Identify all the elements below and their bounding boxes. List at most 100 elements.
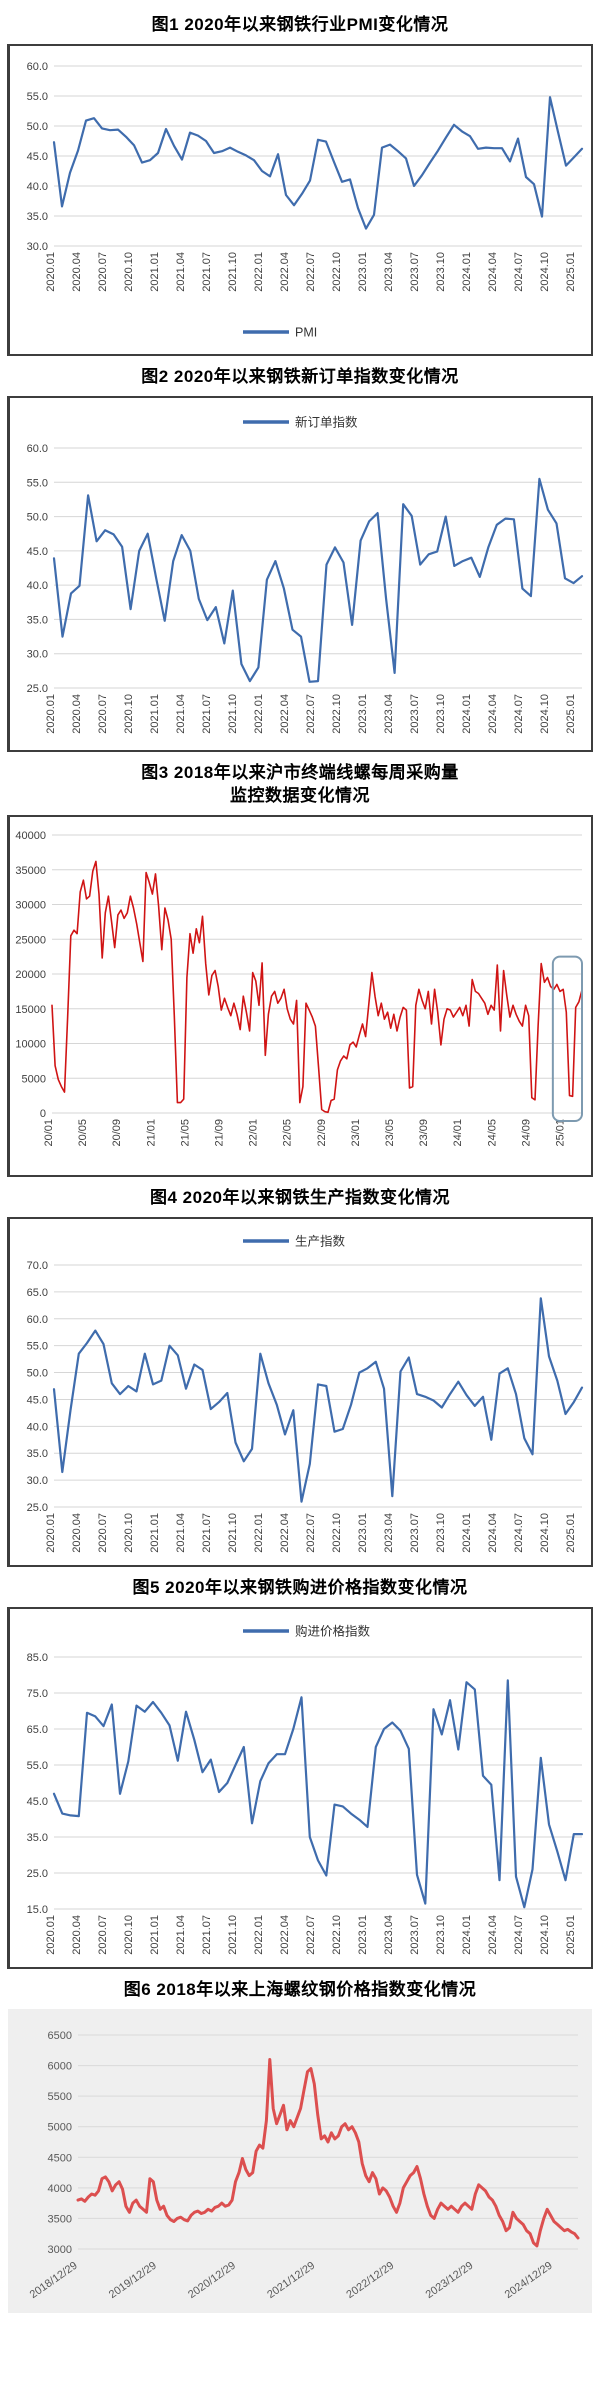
svg-text:2023.04: 2023.04 xyxy=(383,1915,395,1955)
figure-5: 图5 2020年以来钢铁购进价格指数变化情况 85.0 75.0 65.0 55.0 4… xyxy=(0,1577,600,1969)
svg-text:2020.07: 2020.07 xyxy=(97,694,109,734)
svg-text:2020.04: 2020.04 xyxy=(71,1513,83,1553)
svg-text:5000: 5000 xyxy=(48,2121,72,2133)
svg-text:2023.04: 2023.04 xyxy=(383,694,395,734)
svg-text:2020.01: 2020.01 xyxy=(45,1915,57,1955)
svg-text:2022.07: 2022.07 xyxy=(305,1513,317,1553)
svg-text:21/09: 21/09 xyxy=(213,1119,225,1147)
svg-text:2023.07: 2023.07 xyxy=(409,694,421,734)
svg-text:2020.07: 2020.07 xyxy=(97,1513,109,1553)
svg-text:45.0: 45.0 xyxy=(27,151,48,163)
svg-text:2024.01: 2024.01 xyxy=(461,252,473,292)
svg-text:2022/12/29: 2022/12/29 xyxy=(344,2259,396,2300)
svg-text:65.0: 65.0 xyxy=(27,1724,48,1736)
svg-text:2021.10: 2021.10 xyxy=(227,694,239,734)
svg-text:PMI: PMI xyxy=(295,325,317,339)
svg-text:2021.01: 2021.01 xyxy=(149,694,161,734)
svg-text:2023.04: 2023.04 xyxy=(383,252,395,292)
svg-text:2021.07: 2021.07 xyxy=(201,1513,213,1553)
svg-text:2021.07: 2021.07 xyxy=(201,252,213,292)
svg-text:22/09: 22/09 xyxy=(316,1119,328,1147)
svg-text:70.0: 70.0 xyxy=(27,1260,48,1272)
svg-text:2021.07: 2021.07 xyxy=(201,1915,213,1955)
svg-text:30.0: 30.0 xyxy=(27,241,48,253)
svg-text:2022.10: 2022.10 xyxy=(331,252,343,292)
svg-text:25.0: 25.0 xyxy=(27,1502,48,1514)
svg-text:20/09: 20/09 xyxy=(111,1119,123,1147)
svg-text:2023.01: 2023.01 xyxy=(357,1513,369,1553)
figure-5-chart-panel: 85.0 75.0 65.0 55.0 45.0 35.0 25.0 15.0 2020.01 2… xyxy=(7,1606,593,1969)
figure-4-production-index-line-chart: 70.0 65.0 60.0 55.0 50.0 45.0 40.0 35.0 30.0 25.0… xyxy=(27,1233,584,1553)
svg-text:45.0: 45.0 xyxy=(27,1394,48,1406)
svg-text:2022.01: 2022.01 xyxy=(253,1513,265,1553)
steel-industry-report-charts: 图1 2020年以来钢铁行业PMI变化情况 60.0 55.0 50.0 45.0 40… xyxy=(0,15,600,2313)
svg-text:2021/12/29: 2021/12/29 xyxy=(265,2259,317,2300)
svg-text:2020.01: 2020.01 xyxy=(45,252,57,292)
svg-text:2021.04: 2021.04 xyxy=(175,252,187,292)
svg-text:2023.07: 2023.07 xyxy=(409,1915,421,1955)
svg-text:2024.07: 2024.07 xyxy=(513,252,525,292)
svg-text:75.0: 75.0 xyxy=(27,1688,48,1700)
svg-text:2022.04: 2022.04 xyxy=(279,1915,291,1955)
svg-text:2020.10: 2020.10 xyxy=(123,694,135,734)
svg-text:6500: 6500 xyxy=(48,2030,72,2042)
svg-text:2020.10: 2020.10 xyxy=(123,1513,135,1553)
svg-text:2024.04: 2024.04 xyxy=(487,252,499,292)
svg-text:35.0: 35.0 xyxy=(27,1832,48,1844)
svg-text:55.0: 55.0 xyxy=(27,477,48,489)
svg-text:23/09: 23/09 xyxy=(418,1119,430,1147)
svg-text:2020.04: 2020.04 xyxy=(71,1915,83,1955)
svg-text:50.0: 50.0 xyxy=(27,121,48,133)
svg-text:2020.04: 2020.04 xyxy=(71,694,83,734)
svg-text:2024.01: 2024.01 xyxy=(461,1915,473,1955)
figure-2-chart-panel: 60.0 55.0 50.0 45.0 40.0 35.0 30.0 25.0 2020.01 2… xyxy=(7,395,593,752)
svg-text:2023.10: 2023.10 xyxy=(435,1915,447,1955)
figure-6-chart-panel: 6500 6000 5500 5000 4500 4000 3500 3000 2018/12/… xyxy=(8,2008,592,2313)
svg-text:30000: 30000 xyxy=(15,899,46,911)
svg-text:85.0: 85.0 xyxy=(27,1652,48,1664)
svg-text:23/05: 23/05 xyxy=(384,1119,396,1147)
svg-text:2024.07: 2024.07 xyxy=(513,694,525,734)
svg-text:24/05: 24/05 xyxy=(486,1119,498,1147)
svg-text:2023.01: 2023.01 xyxy=(357,694,369,734)
svg-text:2024.10: 2024.10 xyxy=(539,1915,551,1955)
svg-text:2020.04: 2020.04 xyxy=(71,252,83,292)
figure-6-title: 图6 2018年以来上海螺纹钢价格指数变化情况 xyxy=(123,1979,477,1999)
svg-text:30.0: 30.0 xyxy=(27,1475,48,1487)
svg-text:10000: 10000 xyxy=(15,1038,46,1050)
svg-text:20/01: 20/01 xyxy=(43,1119,55,1147)
svg-text:35.0: 35.0 xyxy=(27,614,48,626)
svg-text:2022.10: 2022.10 xyxy=(331,1915,343,1955)
figure-4-chart-panel: 70.0 65.0 60.0 55.0 50.0 45.0 40.0 35.0 30.0 25.0… xyxy=(7,1216,593,1567)
svg-text:30.0: 30.0 xyxy=(27,649,48,661)
svg-text:40.0: 40.0 xyxy=(27,580,48,592)
svg-text:2021.04: 2021.04 xyxy=(175,1915,187,1955)
svg-text:60.0: 60.0 xyxy=(27,443,48,455)
svg-text:2020.10: 2020.10 xyxy=(123,1915,135,1955)
svg-text:50.0: 50.0 xyxy=(27,511,48,523)
svg-text:24/01: 24/01 xyxy=(452,1119,464,1147)
svg-text:2021.10: 2021.10 xyxy=(227,1513,239,1553)
svg-text:2021.07: 2021.07 xyxy=(201,694,213,734)
svg-text:35.0: 35.0 xyxy=(27,1448,48,1460)
svg-text:21/01: 21/01 xyxy=(145,1119,157,1147)
svg-text:55.0: 55.0 xyxy=(27,1760,48,1772)
svg-text:2023.07: 2023.07 xyxy=(409,1513,421,1553)
figure-4-title: 图4 2020年以来钢铁生产指数变化情况 xyxy=(150,1187,450,1207)
svg-text:2023.07: 2023.07 xyxy=(409,252,421,292)
svg-text:2024.01: 2024.01 xyxy=(461,694,473,734)
svg-text:65.0: 65.0 xyxy=(27,1287,48,1299)
svg-text:25.0: 25.0 xyxy=(27,683,48,695)
svg-text:2022.01: 2022.01 xyxy=(253,694,265,734)
svg-text:0: 0 xyxy=(40,1108,46,1120)
svg-text:2024.10: 2024.10 xyxy=(539,694,551,734)
svg-text:2020.01: 2020.01 xyxy=(45,1513,57,1553)
svg-text:3000: 3000 xyxy=(48,2244,72,2256)
svg-text:2020.10: 2020.10 xyxy=(123,252,135,292)
svg-text:2024.07: 2024.07 xyxy=(513,1915,525,1955)
svg-text:2023.04: 2023.04 xyxy=(383,1513,395,1553)
svg-text:2023.01: 2023.01 xyxy=(357,252,369,292)
svg-text:45.0: 45.0 xyxy=(27,1796,48,1808)
figure-6-rebar-price-line-chart: 6500 6000 5500 5000 4500 4000 3500 3000 2018/12/… xyxy=(28,2030,580,2301)
